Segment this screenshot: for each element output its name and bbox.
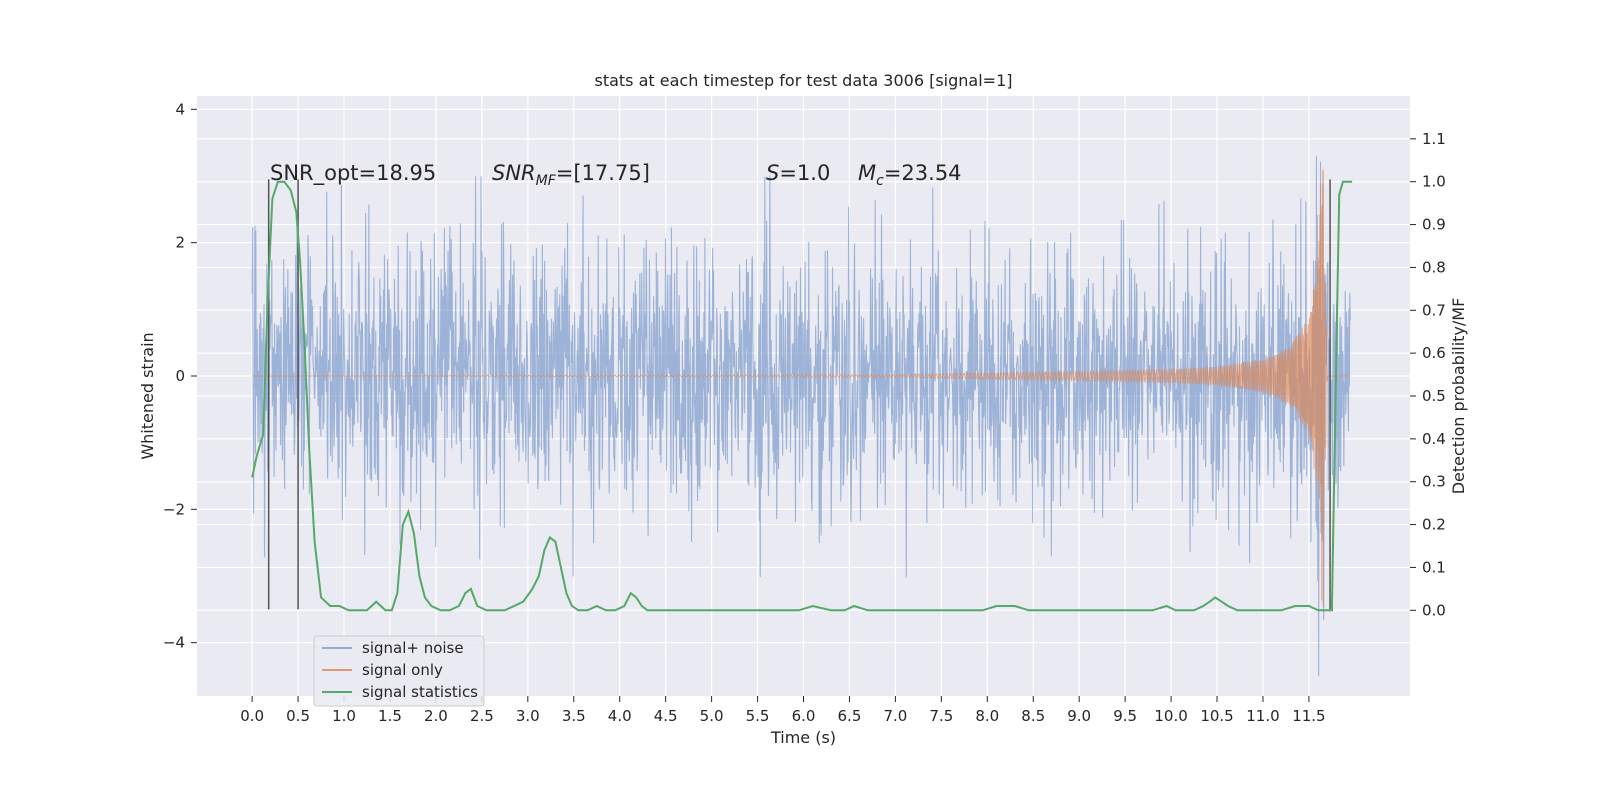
axes: 0.0 0.5 1.0 1.5 2.0 2.5 3.0 3.5 4.0 4.5 5.0 5.5 6.0 6… <box>163 100 1446 725</box>
x-tick-label: 8.5 <box>1021 707 1045 725</box>
y2-tick-label: 0.3 <box>1422 473 1446 491</box>
series-signal-statistics <box>251 180 1353 612</box>
x-tick-label: 3.5 <box>562 707 586 725</box>
x-tick-label: 1.5 <box>378 707 402 725</box>
y-tick-label: 4 <box>175 100 185 118</box>
x-tick-label: 5.5 <box>746 707 770 725</box>
x-tick-label: 0.5 <box>286 707 310 725</box>
annotations: SNR_opt=18.95 SNRMF=[17.75] S=1.0 Mc=23.54 <box>270 161 962 189</box>
x-tick-label: 6.5 <box>838 707 862 725</box>
legend-label: signal+ noise <box>362 639 464 657</box>
annotation-0: SNR_opt=18.95 <box>270 161 436 186</box>
y2-tick-label: 0.6 <box>1422 344 1446 362</box>
y-tick-label: −4 <box>163 634 185 652</box>
x-tick-label: 1.0 <box>332 707 356 725</box>
annotation-value: =[17.75] <box>556 161 650 185</box>
y2-tick-label: 0.5 <box>1422 387 1446 405</box>
chart-title: stats at each timestep for test data 300… <box>594 71 1012 90</box>
x-tick-label: 4.5 <box>654 707 678 725</box>
x-tick-label: 6.0 <box>792 707 816 725</box>
annotation-subscript: c <box>876 173 884 189</box>
y2-tick-label: 0.1 <box>1422 558 1446 576</box>
y2-axis-label: Detection probability/MF <box>1449 298 1468 495</box>
y2-tick-label: 0.4 <box>1422 430 1446 448</box>
annotation-2: S=1.0 <box>766 161 830 185</box>
legend-label: signal only <box>362 661 443 679</box>
series-signal-plus-noise <box>251 156 1351 677</box>
annotation-value: =18.95 <box>359 161 437 185</box>
y2-tick-label: 1.0 <box>1422 173 1446 191</box>
y2-tick-label: 0.9 <box>1422 216 1446 234</box>
x-tick-label: 0.0 <box>240 707 264 725</box>
y-tick-label: 0 <box>175 367 185 385</box>
annotation-label: S <box>766 161 779 185</box>
y2-tick-label: 0.2 <box>1422 516 1446 534</box>
x-tick-label: 5.0 <box>700 707 724 725</box>
series-signal-only <box>252 169 1351 608</box>
annotation-1: SNRMF=[17.75] <box>492 161 650 189</box>
x-tick-label: 8.0 <box>975 707 999 725</box>
legend-label: signal statistics <box>362 683 478 701</box>
x-tick-label: 10.5 <box>1200 707 1233 725</box>
y-tick-label: 2 <box>175 234 185 252</box>
annotation-label: M <box>858 161 876 185</box>
x-tick-label: 10.0 <box>1154 707 1187 725</box>
x-tick-label: 9.5 <box>1113 707 1137 725</box>
annotation-subscript: MF <box>536 173 557 189</box>
legend: signal+ noise signal only signal statistic… <box>313 635 485 707</box>
signal-plus-noise-line <box>251 156 1351 677</box>
x-tick-label: 7.0 <box>883 707 907 725</box>
legend-box <box>313 635 485 707</box>
y2-tick-label: 0.8 <box>1422 258 1446 276</box>
x-tick-label: 4.0 <box>608 707 632 725</box>
x-tick-label: 11.5 <box>1292 707 1325 725</box>
y2-tick-label: 0.7 <box>1422 301 1446 319</box>
annotation-label: SNR_opt <box>270 161 359 186</box>
annotation-value: =1.0 <box>779 161 830 185</box>
signal-statistics-line <box>251 180 1353 612</box>
x-tick-label: 2.0 <box>424 707 448 725</box>
annotation-label: SNR <box>492 161 536 185</box>
y-tick-label: −2 <box>163 500 185 518</box>
x-tick-label: 7.5 <box>929 707 953 725</box>
x-tick-label: 2.5 <box>470 707 494 725</box>
y2-tick-label: 1.1 <box>1422 130 1446 148</box>
x-tick-label: 9.0 <box>1067 707 1091 725</box>
y-axis-label: Whitened strain <box>138 332 157 459</box>
annotation-value: =23.54 <box>884 161 962 185</box>
signal-only-line <box>252 169 1351 608</box>
annotation-3: Mc=23.54 <box>858 161 962 189</box>
y2-tick-label: 0.0 <box>1422 601 1446 619</box>
x-tick-label: 3.0 <box>516 707 540 725</box>
vertical-markers <box>267 179 1331 610</box>
x-tick-label: 11.0 <box>1246 707 1279 725</box>
x-axis-label: Time (s) <box>770 728 836 747</box>
